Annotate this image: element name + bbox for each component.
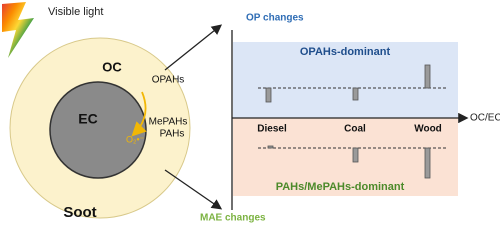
bar	[424, 64, 431, 89]
ec-label: EC	[78, 111, 97, 127]
species-label: OPAHs	[152, 75, 185, 86]
source-label: Coal	[344, 124, 366, 135]
link-arrow	[164, 24, 223, 71]
graphical-abstract: Visible light OC EC O₂•⁻ OPAHs MePAHs PA…	[2, 2, 500, 224]
bar	[424, 147, 431, 179]
bar	[352, 87, 359, 101]
soot-core	[49, 81, 147, 179]
bar	[352, 147, 359, 163]
y-bottom-label: MAE changes	[200, 213, 266, 224]
link-arrow	[164, 169, 223, 210]
radical-label: O₂•⁻	[126, 134, 145, 144]
bottom-region	[233, 118, 458, 196]
source-label: Wood	[414, 124, 442, 135]
light-bolt	[2, 2, 34, 58]
x-axis-label: OC/EC	[470, 113, 500, 124]
soot-label: Soot	[63, 204, 96, 221]
y-top-label: OP changes	[246, 13, 304, 24]
bar	[267, 145, 274, 149]
species-label: MePAHs	[149, 117, 188, 128]
light-label: Visible light	[48, 6, 103, 18]
species-label: PAHs	[160, 129, 185, 140]
top-region	[233, 42, 458, 118]
region-label: OPAHs-dominant	[300, 46, 391, 58]
oc-label: OC	[102, 59, 122, 74]
bar	[265, 87, 272, 103]
reaction-arrow	[131, 91, 147, 137]
region-label: PAHs/MePAHs-dominant	[276, 181, 405, 193]
source-label: Diesel	[257, 124, 287, 135]
